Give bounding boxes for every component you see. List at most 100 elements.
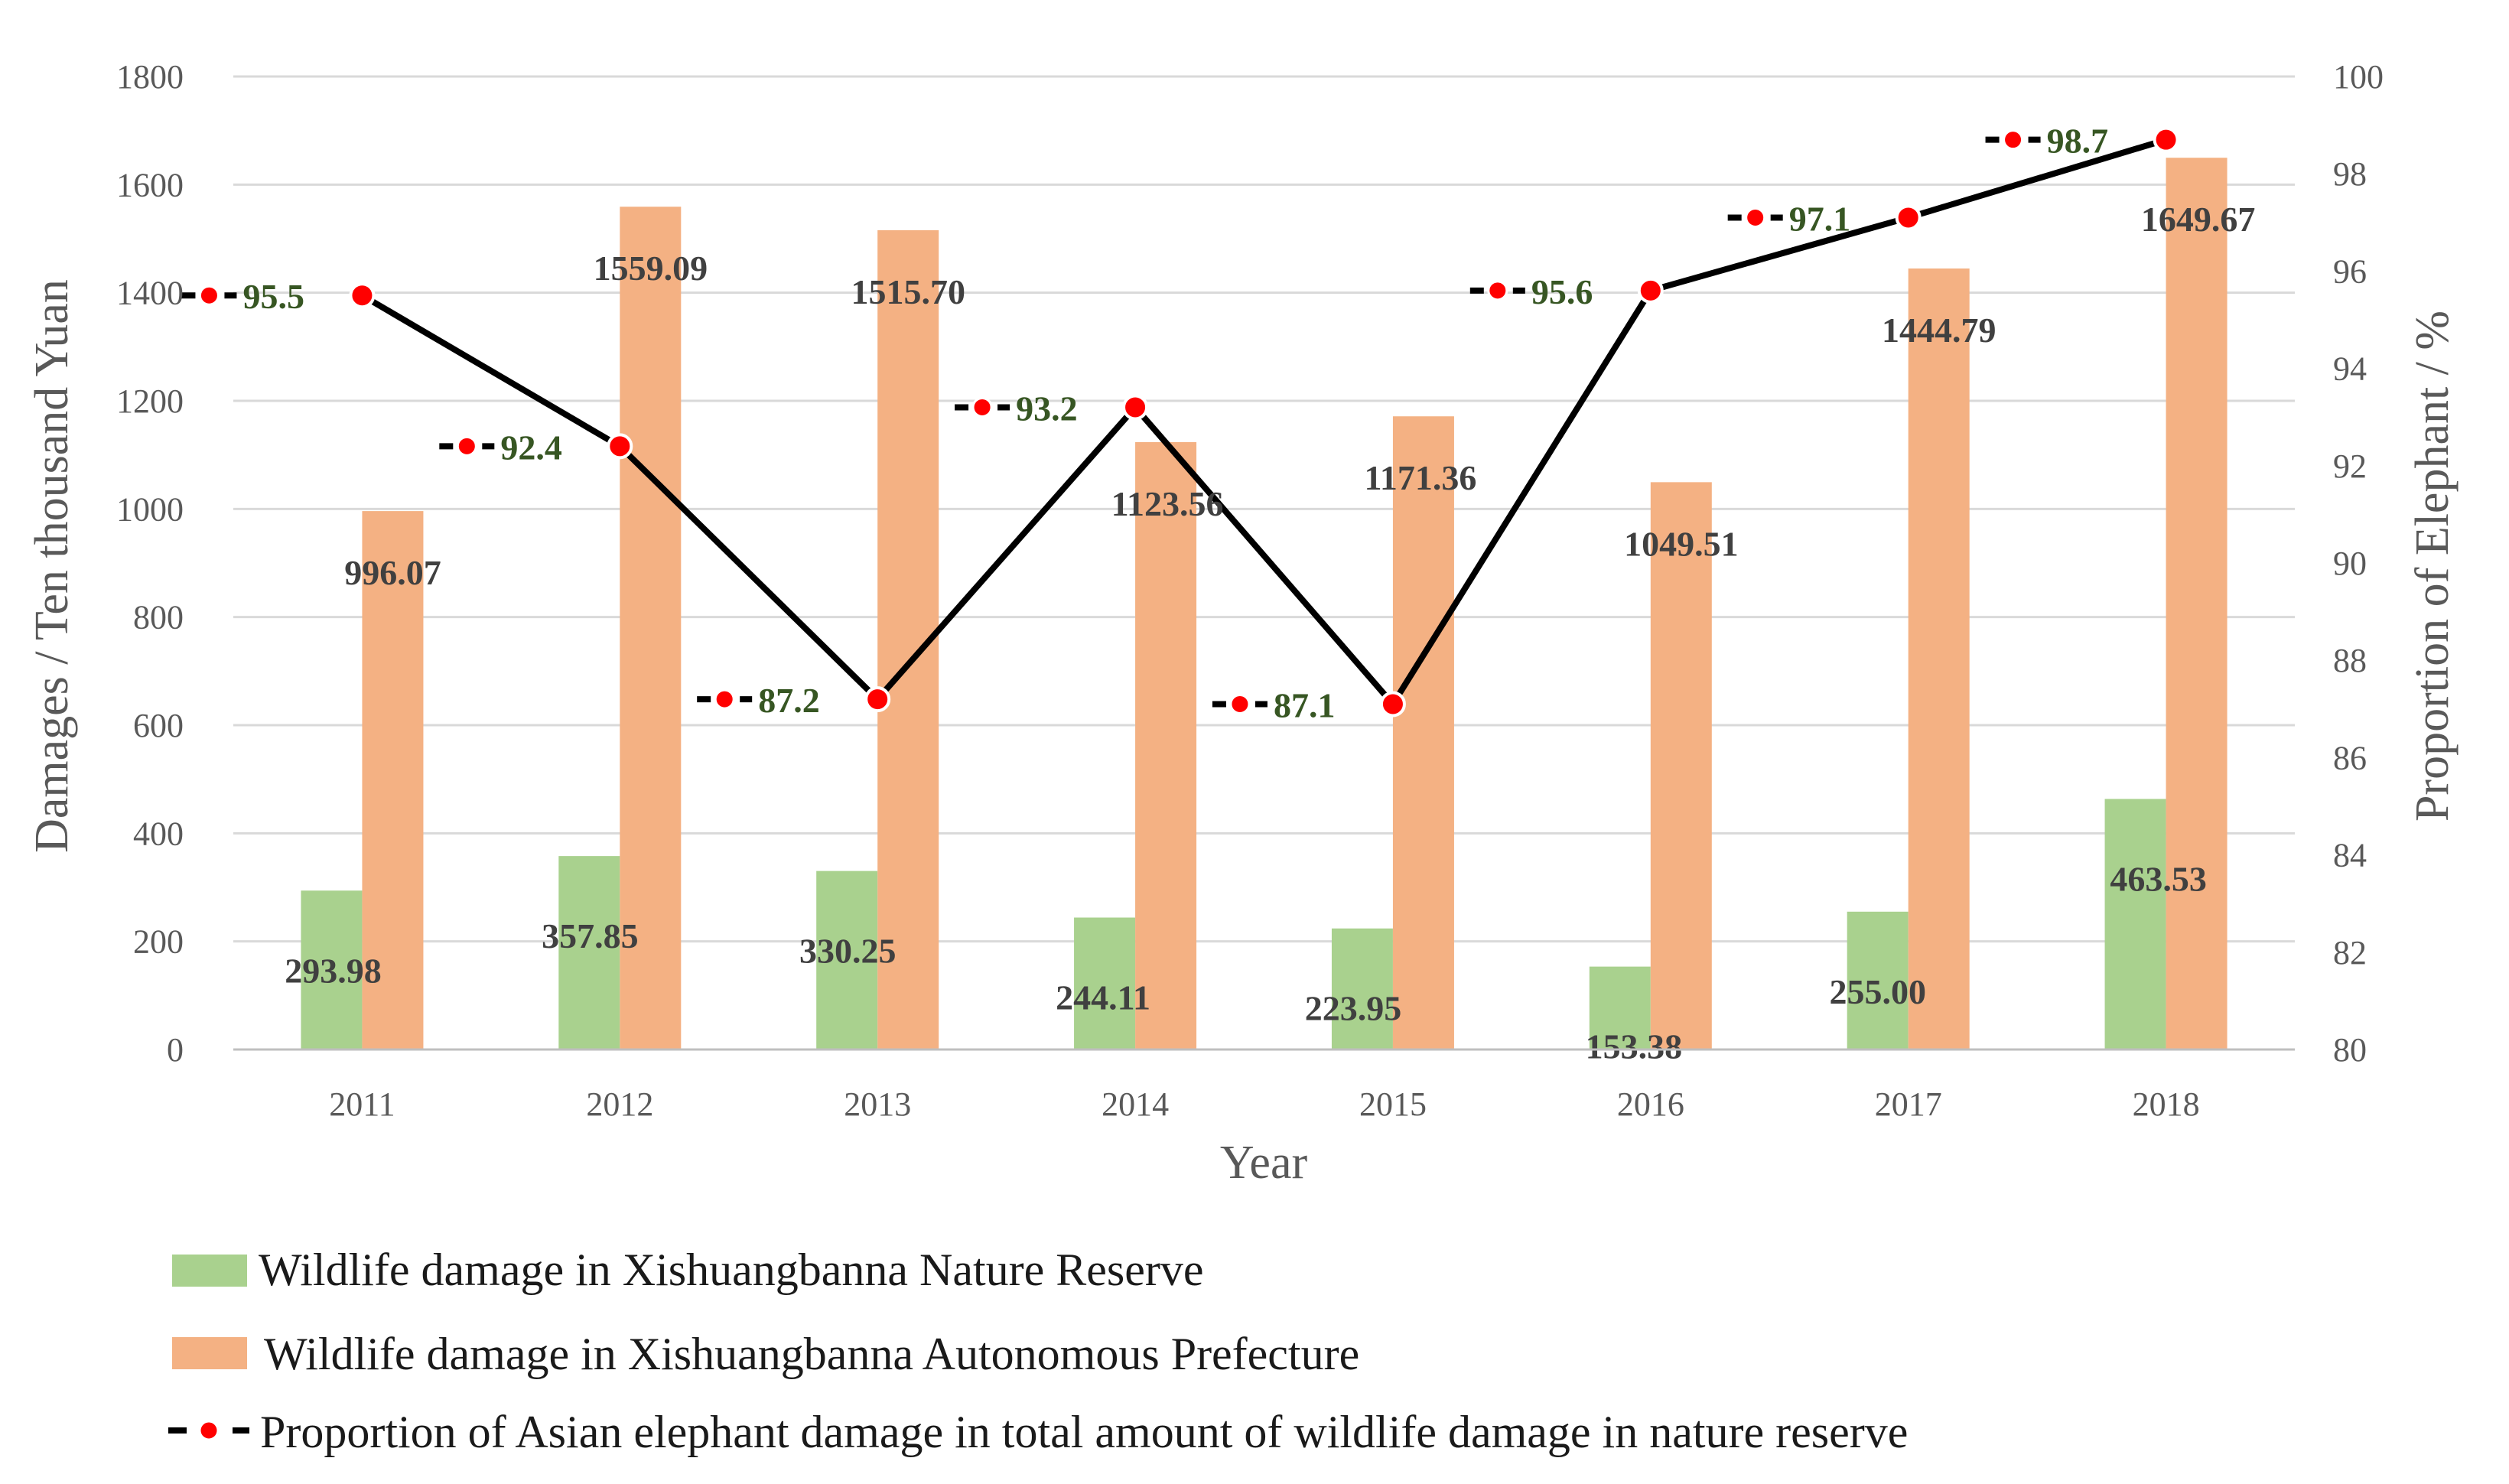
bar-label-prefecture: 996.07 (344, 553, 441, 592)
proportion-point-2013 (864, 686, 891, 713)
bar-label-reserve: 330.25 (799, 932, 897, 971)
bar-reserve-2011 (301, 890, 363, 1050)
legend-label-prefecture: Wildlife damage in Xishuangbanna Autonom… (264, 1329, 1359, 1379)
proportion-point-2017 (1895, 204, 1922, 231)
proportion-label: 92.4 (500, 428, 562, 467)
bar-label-reserve: 463.53 (2110, 859, 2207, 898)
legend-item-reserve: Wildlife damage in Xishuangbanna Nature … (172, 1245, 1203, 1295)
y-right-tick-label: 92 (2333, 447, 2367, 485)
y-right-tick-label: 94 (2333, 350, 2367, 388)
proportion-label-group: 87.2 (697, 681, 820, 720)
bar-reserve-2014 (1074, 917, 1136, 1050)
x-axis-title: Year (1220, 1137, 1308, 1189)
y-left-axis-title: Damages / Ten thousand Yuan (26, 279, 78, 853)
data-labels: 293.98 357.85 330.25 244.11 223.95 153.38 255.… (181, 122, 2255, 1066)
y-left-tick-label: 0 (167, 1031, 184, 1069)
bar-series (301, 158, 2228, 1050)
y-right-axis-title: Proportion of Elephant / % (2406, 311, 2459, 822)
proportion-label-group: 97.1 (1727, 199, 1851, 238)
x-tick-label: 2014 (1102, 1085, 1169, 1123)
proportion-label-group: 93.2 (955, 389, 1078, 428)
y-left-tick-label: 1200 (116, 382, 184, 420)
bar-reserve-2015 (1331, 928, 1393, 1050)
proportion-point-2015 (1379, 691, 1406, 718)
bar-reserve-2012 (558, 856, 620, 1050)
proportion-point-2018 (2153, 126, 2179, 153)
proportion-label-marker (1229, 693, 1251, 714)
x-tick-label: 2016 (1617, 1085, 1684, 1123)
legend-label-proportion: Proportion of Asian elephant damage in t… (260, 1407, 1908, 1457)
bar-reserve-2013 (816, 871, 878, 1050)
proportion-label-group: 92.4 (439, 428, 562, 467)
proportion-label: 97.1 (1789, 199, 1851, 238)
proportion-label-marker (2003, 129, 2024, 151)
bar-reserve-2018 (2104, 799, 2166, 1050)
bar-label-prefecture: 1515.70 (851, 272, 965, 311)
legend-swatch-reserve (172, 1255, 247, 1287)
legend-swatch-prefecture (172, 1337, 247, 1369)
proportion-label-group: 95.6 (1469, 272, 1593, 311)
y-left-tick-label: 800 (133, 599, 184, 636)
bar-reserve-2016 (1589, 966, 1651, 1050)
axes: 0 200 400 600 800 1000 1200 1400 1600 1800 80 82 84 8… (116, 58, 2384, 1123)
y-left-tick-label: 1800 (116, 58, 184, 96)
x-tick-label: 2018 (2133, 1085, 2200, 1123)
proportion-label-marker (714, 688, 735, 710)
x-tick-label: 2013 (844, 1085, 911, 1123)
proportion-point-2014 (1122, 394, 1149, 421)
legend-item-prefecture: Wildlife damage in Xishuangbanna Autonom… (172, 1329, 1359, 1379)
bar-prefecture-2017 (1908, 268, 1970, 1050)
bar-label-reserve: 223.95 (1305, 989, 1402, 1028)
proportion-label-group: 87.1 (1212, 685, 1336, 724)
x-tick-label: 2011 (329, 1085, 395, 1123)
legend-marker-proportion (198, 1420, 220, 1441)
proportion-label-marker (198, 285, 220, 306)
bar-label-reserve: 244.11 (1056, 978, 1150, 1017)
proportion-label-marker (971, 396, 993, 418)
bar-prefecture-2015 (1392, 416, 1454, 1050)
bar-prefecture-2012 (620, 207, 682, 1050)
bar-prefecture-2018 (2166, 158, 2228, 1050)
proportion-label: 95.6 (1531, 272, 1593, 311)
proportion-label: 87.2 (758, 681, 820, 720)
y-right-tick-label: 100 (2333, 58, 2384, 96)
y-right-tick-label: 80 (2333, 1031, 2367, 1069)
bar-label-reserve: 255.00 (1829, 972, 1926, 1011)
bar-label-prefecture: 1171.36 (1364, 458, 1476, 497)
y-left-tick-label: 1600 (116, 166, 184, 203)
bar-label-reserve: 357.85 (542, 916, 639, 955)
x-tick-label: 2015 (1359, 1085, 1427, 1123)
proportion-label: 98.7 (2047, 122, 2109, 161)
y-right-tick-label: 90 (2333, 545, 2367, 582)
proportion-label: 95.5 (242, 277, 304, 316)
bar-reserve-2017 (1847, 911, 1909, 1050)
proportion-label: 87.1 (1274, 685, 1336, 724)
y-left-tick-label: 200 (133, 923, 184, 961)
bar-prefecture-2016 (1650, 482, 1712, 1050)
bar-label-reserve: 153.38 (1586, 1027, 1683, 1066)
legend-item-proportion: Proportion of Asian elephant damage in t… (168, 1407, 1908, 1457)
y-left-tick-label: 400 (133, 815, 184, 852)
y-left-tick-label: 600 (133, 707, 184, 744)
proportion-point-2011 (349, 282, 376, 309)
proportion-point-2012 (607, 433, 633, 460)
y-right-tick-label: 96 (2333, 252, 2367, 290)
proportion-label-marker (1487, 280, 1508, 301)
y-left-tick-label: 1000 (116, 490, 184, 528)
proportion-label-group: 95.5 (181, 277, 304, 316)
bar-label-prefecture: 1123.56 (1111, 484, 1224, 523)
line-series (349, 126, 2179, 718)
y-left-tick-label: 1400 (116, 275, 184, 312)
legend-label-reserve: Wildlife damage in Xishuangbanna Nature … (259, 1245, 1203, 1295)
proportion-point-2016 (1637, 277, 1664, 304)
bar-label-prefecture: 1049.51 (1624, 524, 1739, 563)
y-right-tick-label: 84 (2333, 837, 2367, 874)
x-tick-label: 2017 (1875, 1085, 1942, 1123)
proportion-label-marker (1745, 207, 1766, 228)
y-right-tick-label: 86 (2333, 739, 2367, 776)
y-right-tick-label: 82 (2333, 934, 2367, 971)
y-right-tick-label: 88 (2333, 642, 2367, 679)
bar-prefecture-2011 (362, 511, 424, 1050)
